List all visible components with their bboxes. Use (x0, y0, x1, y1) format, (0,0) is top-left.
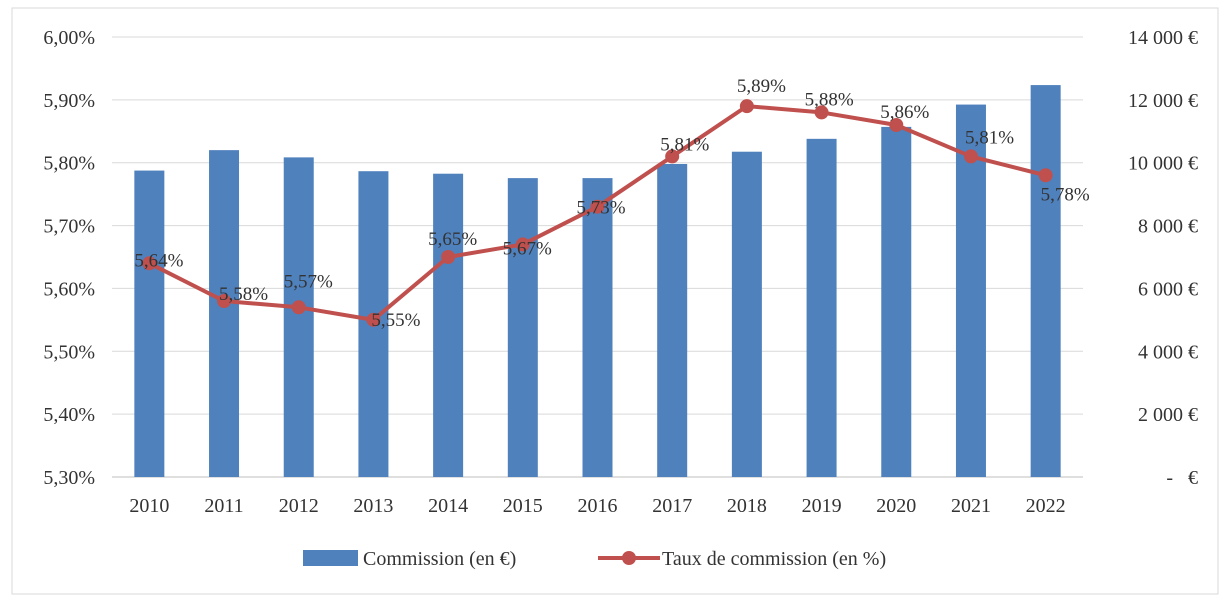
point-taux-2013 (366, 312, 381, 327)
x-axis: 2010 2011 2012 2013 2014 2015 2016 2017 2018 2019… (129, 495, 1065, 517)
data-label-taux-2010: 5,64% (134, 250, 183, 271)
data-label-taux-2021: 5,81% (965, 127, 1014, 148)
point-taux-2017 (665, 149, 680, 164)
left-axis: 5,30% 5,40% 5,50% 5,60% 5,70% 5,80% 5,90% 6,00% (43, 27, 95, 489)
x-axis-tick-label: 2015 (503, 495, 543, 517)
data-label-taux-2022: 5,78% (1041, 184, 1090, 205)
point-taux-2019 (814, 105, 829, 120)
right-axis-tick-label: 14 000 € (1128, 27, 1198, 49)
x-axis-tick-label: 2014 (428, 495, 468, 517)
left-axis-tick-label: 5,90% (43, 90, 95, 112)
data-label-taux-2012: 5,57% (284, 271, 333, 292)
data-label-taux-2017: 5,81% (660, 134, 709, 155)
left-axis-tick-label: 5,50% (43, 341, 95, 363)
data-label-taux-2020: 5,86% (880, 102, 929, 123)
x-axis-tick-label: 2021 (951, 495, 991, 517)
point-taux-2021 (963, 149, 978, 164)
legend-label-taux: Taux de commission (en %) (662, 548, 886, 570)
data-labels: 5,64% 5,58% 5,57% 5,55% 5,65% 5,67% 5,73% 5,81%… (134, 76, 1090, 331)
right-axis-tick-label: 12 000 € (1128, 90, 1198, 112)
left-axis-tick-label: 5,80% (43, 153, 95, 175)
right-axis: - € 2 000 € 4 000 € 6 000 € 8 000 € 10 000 € 1… (1128, 27, 1198, 489)
line-series (142, 99, 1053, 327)
data-label-taux-2019: 5,88% (805, 89, 854, 110)
point-taux-2015 (515, 237, 530, 252)
right-axis-tick-label: 4 000 € (1138, 341, 1198, 363)
point-taux-2020 (889, 118, 904, 132)
data-label-taux-2016: 5,73% (577, 198, 626, 219)
legend-swatch-taux-marker (622, 551, 636, 565)
left-axis-tick-label: 5,30% (43, 467, 95, 489)
x-axis-tick-label: 2016 (578, 495, 618, 517)
bar-commission-2012 (283, 157, 314, 477)
right-axis-tick-label: 10 000 € (1128, 153, 1198, 175)
bar-commission-2020 (881, 126, 912, 477)
point-taux-2012 (291, 300, 306, 315)
point-taux-2010 (142, 256, 157, 271)
x-axis-tick-label: 2019 (802, 495, 842, 517)
legend-label-commission: Commission (en €) (363, 548, 516, 570)
bar-commission-2010 (134, 170, 165, 478)
data-label-taux-2013: 5,55% (371, 310, 420, 331)
bar-commission-2021 (955, 104, 986, 478)
data-label-taux-2014: 5,65% (428, 229, 477, 250)
bar-commission-2011 (209, 150, 240, 477)
left-axis-tick-label: 5,70% (43, 216, 95, 238)
bar-commission-2022 (1030, 85, 1061, 477)
x-axis-tick-label: 2012 (279, 495, 319, 517)
right-axis-tick-label: 6 000 € (1138, 278, 1198, 300)
legend-swatch-commission (303, 550, 358, 566)
x-axis-tick-label: 2022 (1026, 495, 1066, 517)
point-taux-2022 (1038, 168, 1053, 183)
left-axis-tick-label: 5,60% (43, 278, 95, 300)
bar-commission-2014 (433, 173, 464, 477)
x-axis-tick-label: 2011 (204, 495, 243, 517)
left-axis-tick-label: 6,00% (43, 27, 95, 49)
point-taux-2011 (217, 294, 232, 308)
bar-commission-2019 (806, 138, 837, 478)
x-axis-tick-label: 2010 (129, 495, 169, 517)
x-axis-tick-label: 2018 (727, 495, 767, 517)
point-taux-2016 (590, 199, 605, 214)
x-axis-tick-label: 2013 (353, 495, 393, 517)
data-label-taux-2011: 5,58% (219, 284, 268, 305)
point-taux-2018 (739, 99, 754, 114)
bar-commission-2017 (657, 163, 688, 477)
right-axis-tick-label: - € (1166, 467, 1198, 489)
bar-commission-2016 (582, 178, 613, 477)
data-label-taux-2015: 5,67% (503, 238, 552, 259)
x-axis-tick-label: 2020 (876, 495, 916, 517)
bar-commission-2015 (507, 178, 538, 477)
legend: Commission (en €) Taux de commission (en… (303, 548, 886, 570)
point-taux-2014 (441, 250, 456, 264)
left-axis-tick-label: 5,40% (43, 404, 95, 426)
bar-commission-2018 (731, 151, 762, 477)
right-axis-tick-label: 8 000 € (1138, 216, 1198, 238)
x-axis-tick-label: 2017 (652, 495, 692, 517)
right-axis-tick-label: 2 000 € (1138, 404, 1198, 426)
data-label-taux-2018: 5,89% (737, 76, 786, 97)
